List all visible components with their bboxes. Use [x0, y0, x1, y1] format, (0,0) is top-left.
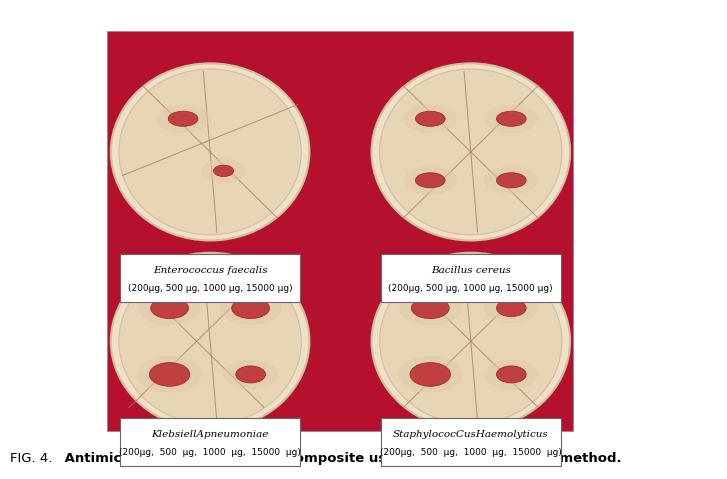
Ellipse shape [415, 173, 445, 188]
FancyBboxPatch shape [108, 31, 574, 431]
Ellipse shape [168, 111, 198, 126]
Text: (200μg,  500  μg,  1000  μg,  15000  μg): (200μg, 500 μg, 1000 μg, 15000 μg) [119, 447, 301, 456]
Text: Antimicrobial activity of nanocomposite using agar well diffusion method.: Antimicrobial activity of nanocomposite … [60, 452, 622, 465]
Ellipse shape [398, 356, 462, 393]
Text: (200μg, 500 μg, 1000 μg, 15000 μg): (200μg, 500 μg, 1000 μg, 15000 μg) [388, 284, 553, 293]
Ellipse shape [497, 300, 526, 317]
Ellipse shape [137, 356, 202, 393]
Text: FIG. 4.: FIG. 4. [9, 452, 52, 465]
Ellipse shape [415, 111, 445, 126]
Ellipse shape [149, 363, 190, 386]
Text: Enterococcus faecalis: Enterococcus faecalis [153, 266, 268, 275]
Ellipse shape [379, 69, 562, 235]
Ellipse shape [484, 359, 538, 389]
Text: (200μg,  500  μg,  1000  μg,  15000  μg): (200μg, 500 μg, 1000 μg, 15000 μg) [380, 447, 562, 456]
Text: StaphylococCusHaemolyticus: StaphylococCusHaemolyticus [393, 430, 549, 439]
Ellipse shape [497, 173, 526, 188]
Ellipse shape [119, 259, 301, 424]
Ellipse shape [139, 291, 201, 325]
Ellipse shape [484, 293, 538, 323]
Ellipse shape [497, 366, 526, 383]
Ellipse shape [224, 359, 278, 389]
Ellipse shape [214, 165, 234, 177]
Ellipse shape [111, 253, 310, 430]
FancyBboxPatch shape [381, 254, 561, 302]
Ellipse shape [399, 291, 462, 325]
Ellipse shape [410, 363, 451, 386]
Ellipse shape [220, 291, 281, 325]
Ellipse shape [232, 298, 270, 319]
Text: KlebsiellApneumoniae: KlebsiellApneumoniae [151, 430, 269, 439]
Ellipse shape [156, 104, 210, 133]
Ellipse shape [111, 63, 310, 240]
Ellipse shape [403, 104, 457, 133]
FancyBboxPatch shape [120, 254, 300, 302]
Ellipse shape [484, 104, 538, 133]
Ellipse shape [379, 259, 562, 424]
Text: (200μg, 500 μg, 1000 μg, 15000 μg): (200μg, 500 μg, 1000 μg, 15000 μg) [128, 284, 292, 293]
Ellipse shape [371, 63, 570, 240]
Text: Bacillus cereus: Bacillus cereus [431, 266, 511, 275]
Ellipse shape [201, 159, 246, 183]
Ellipse shape [484, 166, 538, 194]
Ellipse shape [371, 253, 570, 430]
FancyBboxPatch shape [120, 418, 300, 466]
FancyBboxPatch shape [381, 418, 561, 466]
Ellipse shape [411, 298, 449, 319]
Ellipse shape [236, 366, 265, 383]
Ellipse shape [497, 111, 526, 126]
Ellipse shape [119, 69, 301, 235]
Ellipse shape [403, 166, 457, 194]
Ellipse shape [150, 298, 188, 319]
